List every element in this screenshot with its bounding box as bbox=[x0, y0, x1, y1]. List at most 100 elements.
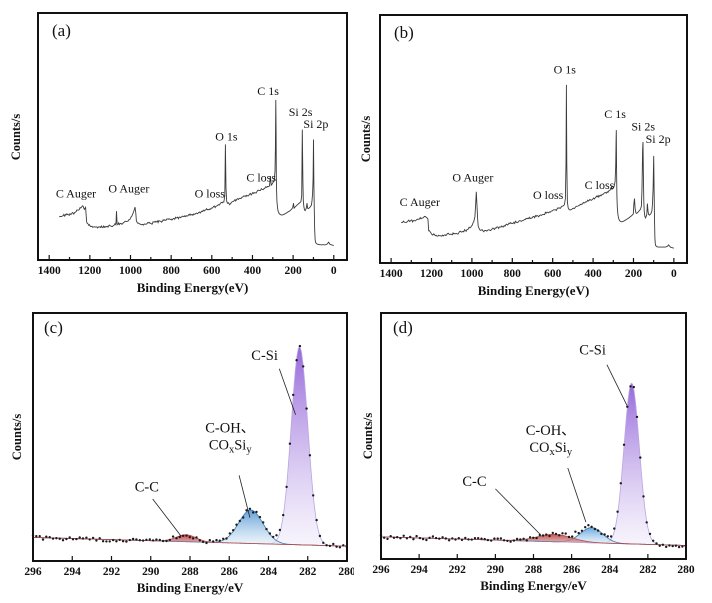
fit-label: C-OH、 bbox=[205, 420, 255, 436]
x-tick-label: 1000 bbox=[119, 265, 142, 277]
panel-c-chart: C-Si C-OH、COxSiy C-C 296 294 292 290 288 286 284 2… bbox=[24, 312, 354, 578]
panel-c-tag: (c) bbox=[44, 318, 63, 337]
panel-d-chart: C-Si C-OH、COxSiy C-C 296 294 292 290 288 286 284 2… bbox=[372, 312, 695, 576]
x-tick-label: 296 bbox=[372, 564, 390, 576]
x-tick-label: 280 bbox=[677, 564, 695, 576]
fit-area-c-si bbox=[381, 383, 686, 546]
leader-line bbox=[238, 475, 251, 518]
peak-label-o-1s: O 1s bbox=[554, 63, 577, 77]
x-tick-label: 292 bbox=[103, 566, 121, 578]
fit-area-c-c bbox=[381, 534, 686, 546]
panel-b-chart: C Auger O Auger O loss O 1s C loss C 1s Si 2sS… bbox=[379, 14, 688, 280]
plot-frame bbox=[379, 14, 688, 264]
x-tick-label: 296 bbox=[24, 566, 42, 578]
plot-frame bbox=[32, 312, 348, 562]
peak-label-si-2p: Si 2p bbox=[303, 117, 328, 131]
peak-label-c-auger: C Auger bbox=[400, 195, 440, 209]
panel-a-ylabel: Counts/s bbox=[9, 113, 23, 161]
fit-label: C-Si bbox=[579, 342, 606, 358]
panel-b-xlabel: Binding Energy(eV) bbox=[477, 283, 590, 298]
panel-a: C Auger O Auger O loss O 1s C loss C 1s Si 2s S… bbox=[2, 2, 354, 300]
measured-dots bbox=[379, 385, 687, 549]
panel-d-xlabel: Binding Energy/eV bbox=[480, 578, 587, 593]
plot-frame bbox=[380, 312, 687, 560]
peak-label-c-1s: C 1s bbox=[604, 107, 626, 121]
fit-label: C-OH、 bbox=[526, 423, 576, 439]
x-tick-label: 284 bbox=[260, 566, 278, 578]
fit-label: C-Si bbox=[251, 348, 278, 364]
peak-label-o-auger: O Auger bbox=[108, 181, 149, 195]
x-tick-label: 288 bbox=[525, 564, 543, 576]
leader-line bbox=[152, 498, 182, 537]
panel-b-tag: (b) bbox=[394, 23, 414, 42]
panel-a-tag: (a) bbox=[52, 21, 71, 40]
panel-b-ylabel: Counts/s bbox=[359, 115, 373, 163]
peak-label-si-2s: Si 2s bbox=[631, 120, 655, 134]
leader-line bbox=[567, 467, 587, 523]
fit-label: C-C bbox=[462, 474, 486, 490]
x-tick-label: 286 bbox=[221, 566, 239, 578]
plot-frame bbox=[37, 12, 348, 261]
x-tick-label: 294 bbox=[64, 566, 82, 578]
fit-area-c-oh-coxsiy bbox=[381, 527, 686, 546]
fit-area-c-si bbox=[33, 346, 347, 547]
panel-d-ylabel: Counts/s bbox=[361, 412, 375, 460]
fit-label: COxSiy bbox=[209, 437, 253, 455]
panel-c: C-Si C-OH、 COxSiy C-C 296 294 292 290 288 286 284 2… bbox=[0, 303, 354, 603]
x-tick-label: 1200 bbox=[78, 265, 101, 277]
panel-a-chart: C Auger O Auger O loss O 1s C loss C 1s Si 2sS… bbox=[37, 12, 348, 277]
survey-trace-b bbox=[401, 84, 674, 249]
measured-dots bbox=[31, 344, 348, 549]
leader-line bbox=[278, 368, 296, 415]
peak-label-o-loss: O loss bbox=[533, 188, 564, 202]
x-tick-label: 280 bbox=[338, 566, 354, 578]
panel-b: C Auger O Auger O loss O 1s C loss C 1s Si 2s S… bbox=[356, 2, 710, 300]
x-tick-label: 290 bbox=[142, 566, 160, 578]
x-tick-label: 1400 bbox=[38, 265, 61, 277]
peak-label-o-loss: O loss bbox=[195, 186, 226, 200]
x-tick-label: 600 bbox=[203, 265, 221, 277]
x-tick-label: 1200 bbox=[420, 268, 443, 280]
x-tick-label: 284 bbox=[601, 564, 619, 576]
x-tick-label: 282 bbox=[639, 564, 657, 576]
x-tick-label: 0 bbox=[331, 265, 337, 277]
panel-d-tag: (d) bbox=[393, 318, 413, 337]
x-tick-label: 286 bbox=[563, 564, 581, 576]
peak-label-si-2s: Si 2s bbox=[289, 105, 313, 119]
x-tick-label: 1000 bbox=[460, 268, 483, 280]
leader-line bbox=[606, 364, 628, 406]
peak-label-c-auger: C Auger bbox=[56, 186, 96, 200]
peak-label-o-auger: O Auger bbox=[452, 170, 493, 184]
panel-c-ylabel: Counts/s bbox=[10, 413, 24, 461]
x-tick-label: 290 bbox=[487, 564, 505, 576]
fit-outline-c-c bbox=[32, 534, 348, 547]
peak-label-c-loss: C loss bbox=[246, 170, 276, 184]
x-tick-label: 282 bbox=[299, 566, 317, 578]
x-tick-label: 400 bbox=[244, 265, 262, 277]
fit-label: C-C bbox=[135, 480, 159, 496]
x-tick-label: 0 bbox=[671, 268, 677, 280]
fit-area-c-c bbox=[33, 534, 347, 547]
peak-label-c-loss: C loss bbox=[585, 178, 615, 192]
x-tick-label: 200 bbox=[625, 268, 643, 280]
panel-a-xlabel: Binding Energy(eV) bbox=[136, 280, 249, 295]
panel-c-xlabel: Binding Energy/eV bbox=[136, 580, 244, 595]
fit-area-c-oh-coxsiy bbox=[33, 510, 347, 547]
x-tick-label: 292 bbox=[449, 564, 467, 576]
x-tick-label: 400 bbox=[584, 268, 602, 280]
x-tick-label: 600 bbox=[544, 268, 562, 280]
peak-label-o-1s: O 1s bbox=[215, 130, 238, 144]
x-tick-label: 1400 bbox=[380, 268, 403, 280]
x-tick-label: 800 bbox=[163, 265, 181, 277]
fit-label: COxSiy bbox=[529, 440, 573, 458]
x-tick-label: 200 bbox=[284, 265, 302, 277]
survey-trace-a bbox=[59, 99, 334, 246]
x-tick-label: 294 bbox=[410, 564, 428, 576]
leader-line bbox=[495, 488, 541, 535]
x-tick-label: 800 bbox=[504, 268, 522, 280]
peak-label-si-2p: Si 2p bbox=[646, 132, 671, 146]
x-tick-label: 288 bbox=[181, 566, 199, 578]
panel-d: C-Si C-OH、 COxSiy C-C 296 294 292 290 288 286 284 2… bbox=[356, 303, 710, 603]
peak-label-c-1s: C 1s bbox=[257, 84, 279, 98]
